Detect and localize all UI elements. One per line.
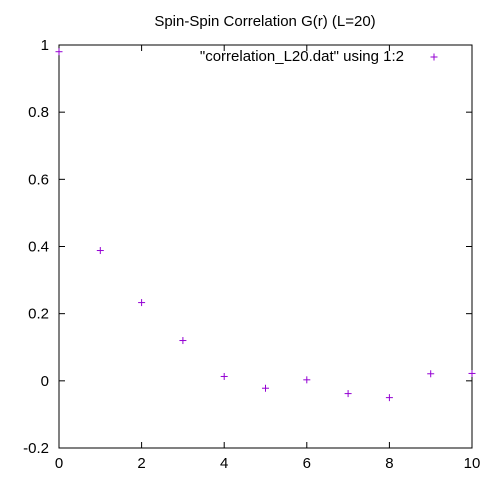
legend-marker (430, 53, 438, 61)
data-point (468, 369, 476, 377)
y-tick-label: 0.8 (28, 104, 49, 121)
data-point (138, 299, 146, 307)
x-tick-label: 2 (137, 455, 145, 472)
data-point (427, 370, 435, 378)
axis-tick-labels: -0.200.20.40.60.810 2 4 6 8 10 (23, 37, 480, 472)
y-tick-label: 1 (41, 37, 49, 54)
y-tick-label: 0.6 (28, 171, 49, 188)
legend: "correlation_L20.dat" using 1:2 (200, 48, 438, 65)
y-tick-label: 0.4 (28, 239, 49, 256)
data-point (220, 372, 228, 380)
x-tick-label: 6 (303, 455, 311, 472)
data-point (96, 247, 104, 255)
x-tick-label: 4 (220, 455, 228, 472)
chart-title: Spin-Spin Correlation G(r) (L=20) (154, 13, 375, 30)
data-point (303, 376, 311, 384)
data-point (262, 384, 269, 392)
legend-label: "correlation_L20.dat" using 1:2 (200, 48, 404, 65)
y-tick-label: 0 (41, 373, 49, 390)
data-point (344, 390, 352, 398)
x-tick-label: 8 (385, 455, 393, 472)
x-tick-label: 0 (55, 455, 63, 472)
data-points (55, 48, 476, 402)
x-tick-label: 10 (464, 455, 481, 472)
data-point (55, 48, 63, 56)
axis-ticks (58, 44, 473, 449)
y-tick-label: 0.2 (28, 306, 49, 323)
y-tick-label: -0.2 (23, 440, 49, 457)
data-point (179, 337, 187, 345)
data-point (385, 394, 393, 402)
